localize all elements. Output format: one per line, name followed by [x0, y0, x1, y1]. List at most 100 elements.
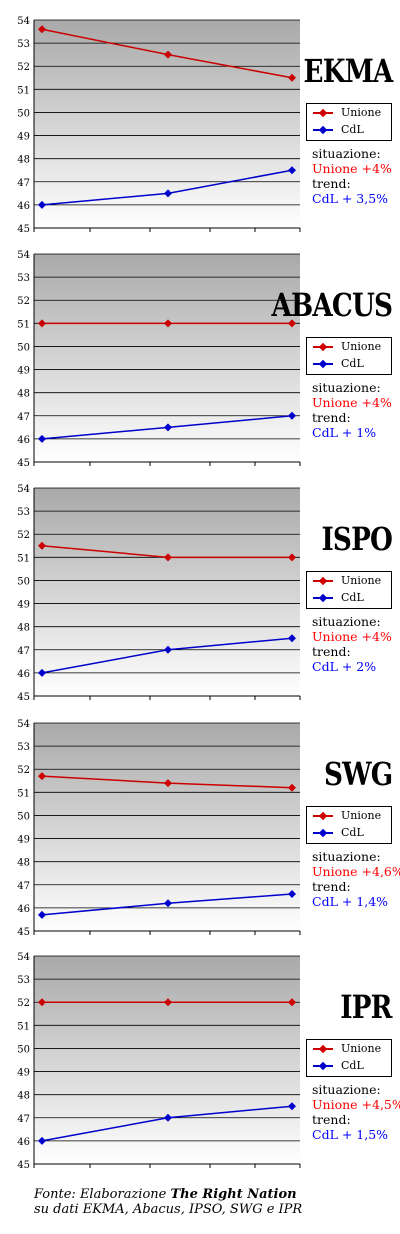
plot-area — [34, 488, 300, 696]
poll-notes: situazione: Unione +4,6% trend: CdL + 1,4% — [312, 849, 400, 909]
situazione-value: Unione +4% — [312, 629, 392, 644]
legend-marker — [318, 108, 328, 118]
legend-marker — [318, 359, 328, 369]
poll-notes: situazione: Unione +4,5% trend: CdL + 1,5% — [312, 1082, 400, 1142]
source-note: Fonte: Elaborazione The Right Nation su … — [34, 1187, 302, 1217]
data-point-cdl — [288, 411, 296, 420]
y-tick-label: 48 — [17, 623, 30, 634]
y-tick-label: 45 — [17, 458, 30, 468]
plot-area — [34, 20, 300, 228]
legend-item-cdl: CdL — [307, 824, 391, 841]
legend-item-cdl: CdL — [307, 355, 391, 372]
poll-name: IPR — [340, 988, 393, 1026]
chart-panel-ipr: 45 46 47 48 49 50 51 52 53 54 IPR Unione CdL situazio… — [0, 936, 400, 1170]
legend-item-unione: Unione — [307, 104, 391, 121]
chart-panel-abacus: 45 46 47 48 49 50 51 52 53 54 ABACUS Unione CdL situa… — [0, 234, 400, 468]
poll-notes: situazione: Unione +4% trend: CdL + 1% — [312, 380, 392, 440]
line-chart: 45 46 47 48 49 50 51 52 53 54 — [17, 484, 301, 702]
legend: Unione CdL — [306, 103, 392, 141]
source-publication: The Right Nation — [170, 1187, 297, 1202]
data-point-cdl — [288, 1102, 296, 1111]
legend-label: Unione — [341, 340, 382, 353]
data-point-unione — [38, 25, 46, 34]
data-point-unione — [288, 553, 296, 562]
y-tick-label: 50 — [17, 576, 30, 587]
y-tick-label: 45 — [17, 692, 30, 702]
y-tick-label: 54 — [17, 250, 30, 261]
trend-value: CdL + 1,5% — [312, 1127, 389, 1142]
data-point-unione — [288, 998, 296, 1007]
line-chart: 45 46 47 48 49 50 51 52 53 54 — [17, 16, 301, 234]
legend-marker — [318, 342, 328, 352]
legend-marker — [318, 1044, 328, 1054]
legend-label: CdL — [341, 123, 364, 136]
legend-label: Unione — [341, 809, 382, 822]
legend-marker — [318, 593, 328, 603]
data-point-unione — [164, 553, 172, 562]
legend-label: Unione — [341, 1042, 382, 1055]
trend-label: trend: — [312, 176, 351, 191]
legend: Unione CdL — [306, 571, 392, 609]
trend-value: CdL + 1,4% — [312, 894, 389, 909]
data-point-cdl — [288, 166, 296, 175]
y-tick-label: 48 — [17, 389, 30, 400]
y-tick-label: 48 — [17, 858, 30, 869]
poll-name: EKMA — [303, 52, 393, 90]
source-prefix: Fonte: Elaborazione — [34, 1187, 171, 1202]
situazione-value: Unione +4,6% — [312, 864, 400, 879]
poll-notes: situazione: Unione +4% trend: CdL + 3,5% — [312, 146, 392, 206]
trend-value: CdL + 1% — [312, 425, 377, 440]
y-tick-label: 46 — [17, 1137, 30, 1148]
y-tick-label: 54 — [17, 16, 30, 27]
y-tick-label: 48 — [17, 155, 30, 166]
y-tick-label: 45 — [17, 927, 30, 937]
situazione-label: situazione: — [312, 380, 381, 395]
situazione-value: Unione +4% — [312, 161, 392, 176]
y-tick-label: 50 — [17, 1044, 30, 1055]
legend-label: CdL — [341, 591, 364, 604]
source-line-1: Fonte: Elaborazione The Right Nation — [34, 1187, 302, 1202]
legend: Unione CdL — [306, 337, 392, 375]
data-point-unione — [164, 779, 172, 788]
y-tick-label: 54 — [17, 484, 30, 495]
line-chart: 45 46 47 48 49 50 51 52 53 54 — [17, 250, 301, 468]
data-point-unione — [38, 541, 46, 550]
y-tick-label: 53 — [17, 975, 30, 986]
y-tick-label: 49 — [17, 600, 30, 611]
situazione-label: situazione: — [312, 146, 381, 161]
data-point-cdl — [38, 200, 46, 209]
data-point-unione — [38, 319, 46, 328]
plot-area — [34, 956, 300, 1164]
legend-marker — [318, 1061, 328, 1071]
y-tick-label: 47 — [17, 1114, 30, 1125]
data-point-unione — [288, 783, 296, 792]
y-tick-label: 47 — [17, 178, 30, 189]
chart-panel-ekma: 45 46 47 48 49 50 51 52 53 54 EKMA Unione CdL situazi… — [0, 0, 400, 234]
y-tick-label: 45 — [17, 1160, 30, 1170]
y-tick-label: 51 — [17, 788, 30, 799]
data-point-cdl — [288, 890, 296, 899]
legend-label: CdL — [341, 357, 364, 370]
data-point-cdl — [164, 1113, 172, 1122]
data-point-unione — [164, 319, 172, 328]
trend-value: CdL + 2% — [312, 659, 377, 674]
y-tick-label: 53 — [17, 507, 30, 518]
legend: Unione CdL — [306, 1039, 392, 1077]
y-tick-label: 52 — [17, 998, 30, 1009]
line-chart: 45 46 47 48 49 50 51 52 53 54 — [17, 952, 301, 1170]
data-point-unione — [288, 319, 296, 328]
y-tick-label: 50 — [17, 108, 30, 119]
line-chart: 45 46 47 48 49 50 51 52 53 54 — [17, 719, 301, 937]
y-tick-label: 49 — [17, 132, 30, 143]
plot-area — [34, 723, 300, 931]
y-tick-label: 50 — [17, 811, 30, 822]
y-tick-label: 53 — [17, 39, 30, 50]
data-point-cdl — [38, 910, 46, 919]
legend-item-unione: Unione — [307, 572, 391, 589]
poll-name: SWG — [323, 755, 393, 793]
y-tick-label: 54 — [17, 952, 30, 963]
plot-area — [34, 254, 300, 462]
trend-label: trend: — [312, 879, 351, 894]
legend-marker — [318, 125, 328, 135]
situazione-label: situazione: — [312, 849, 381, 864]
